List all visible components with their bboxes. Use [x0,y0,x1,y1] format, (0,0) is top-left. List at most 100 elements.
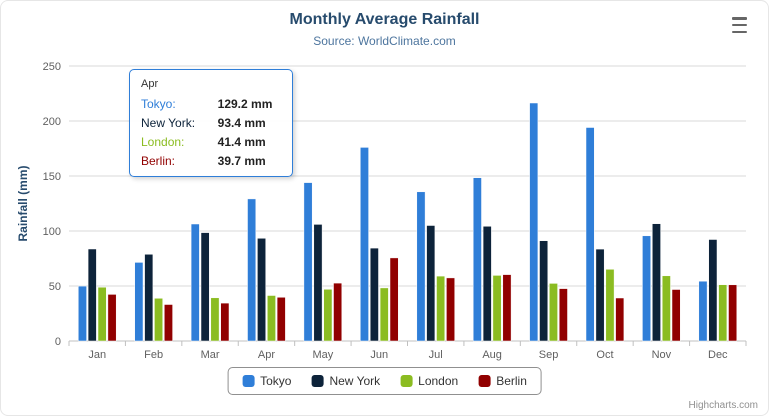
legend-swatch [242,375,255,387]
bar-tokyo-sep[interactable] [529,102,539,342]
legend-item-tokyo[interactable]: Tokyo [242,374,291,388]
bar-new-york-nov[interactable] [652,223,661,342]
bar-tokyo-apr[interactable] [247,198,257,342]
bar-berlin-mar[interactable] [220,302,230,342]
x-axis-label: May [312,349,333,361]
tooltip-rows: Tokyo: 129.2 mm New York: 93.4 mm London: 41.… [141,97,281,168]
tooltip-category: Apr [141,78,159,90]
legend-swatch [478,375,491,387]
bar-tokyo-jan[interactable] [78,285,87,342]
bar-new-york-jun[interactable] [369,247,379,342]
hamburger-menu-icon[interactable] [730,15,754,35]
bar-new-york-may[interactable] [313,224,323,342]
bar-london-apr[interactable] [267,295,276,342]
legend-swatch [311,375,324,387]
legend-item-london[interactable]: London [400,374,458,388]
bar-london-feb[interactable] [154,298,163,342]
bar-tokyo-jul[interactable] [416,191,426,342]
x-axis-label: Feb [144,349,163,361]
tooltip-series-label: London: [141,135,185,149]
bar-berlin-nov[interactable] [671,289,681,342]
tooltip-series-value: 129.2 mm [217,97,273,111]
x-axis-label: Dec [708,349,728,361]
tooltip-series-value: 39.7 mm [217,154,266,168]
chart-title: Monthly Average Rainfall [289,11,480,28]
bar-london-dec[interactable] [718,284,728,342]
x-axis-label: Apr [258,349,275,361]
tooltip-series-label: Tokyo: [141,97,176,111]
bar-tokyo-feb[interactable] [134,262,144,342]
bar-berlin-sep[interactable] [558,288,568,342]
bar-new-york-mar[interactable] [200,232,210,342]
x-axis-label: Nov [652,349,672,361]
bar-tokyo-dec[interactable] [698,280,708,342]
bar-london-jan[interactable] [97,286,107,342]
tooltip-series-label: New York: [141,116,196,130]
chart-subtitle: Source: WorldClimate.com [313,34,456,48]
bar-berlin-jun[interactable] [389,257,399,342]
x-axis-label: Jan [88,349,106,361]
bar-tokyo-nov[interactable] [642,235,651,342]
bar-london-jul[interactable] [436,275,446,342]
bar-new-york-oct[interactable] [595,248,605,342]
bar-berlin-may[interactable] [333,282,343,342]
y-axis-tick-label: 200 [43,116,61,128]
bar-new-york-jul[interactable] [426,225,436,342]
bar-new-york-dec[interactable] [708,239,718,342]
legend-label: Berlin [496,374,527,388]
y-axis-title: Rainfall (mm) [16,165,30,241]
y-axis-tick-label: 0 [55,336,61,348]
x-axis-label: Sep [539,349,559,361]
bar-london-mar[interactable] [210,297,220,342]
bar-berlin-jan[interactable] [107,294,117,342]
bar-berlin-jul[interactable] [446,277,455,342]
legend: Tokyo New York London Berlin [227,367,542,395]
tooltip-series-value: 41.4 mm [217,135,266,149]
bar-new-york-aug[interactable] [482,226,492,342]
menu-line [732,23,747,27]
bar-tokyo-aug[interactable] [472,177,482,342]
bar-new-york-feb[interactable] [144,254,154,342]
menu-line [732,17,747,20]
tooltip: Apr Tokyo: 129.2 mm New York: 93.4 mm London… [129,69,293,177]
bar-tokyo-jun[interactable] [360,147,369,342]
y-axis-tick-label: 100 [43,226,61,238]
legend-swatch [400,375,413,387]
y-axis-tick-label: 250 [43,61,61,73]
y-axis-tick-label: 50 [49,281,61,293]
bar-london-may[interactable] [323,289,333,342]
x-axis-label: Aug [482,349,502,361]
bar-london-aug[interactable] [492,275,502,342]
bar-berlin-feb[interactable] [164,304,173,342]
bar-berlin-dec[interactable] [728,284,738,342]
legend-label: Tokyo [260,374,292,388]
bar-tokyo-may[interactable] [303,182,313,342]
bar-berlin-apr[interactable] [276,297,286,342]
x-axis-label: Jul [429,349,443,361]
bar-tokyo-mar[interactable] [190,223,200,342]
bar-london-oct[interactable] [605,269,615,342]
legend-item-new-york[interactable]: New York [311,374,380,388]
x-axis-label: Jun [370,349,388,361]
legend-item-berlin[interactable]: Berlin [478,374,527,388]
bar-berlin-aug[interactable] [502,274,512,342]
legend-label: New York [329,374,381,388]
credits-link[interactable]: Highcharts.com [688,400,758,411]
bar-london-jun[interactable] [379,287,389,342]
bar-london-nov[interactable] [661,275,671,342]
menu-line [732,30,747,33]
x-axis-label: Oct [596,349,613,361]
bar-berlin-oct[interactable] [615,297,625,342]
bar-london-sep[interactable] [549,283,558,342]
bar-tokyo-oct[interactable] [585,127,595,342]
bar-new-york-apr[interactable] [257,238,266,342]
bar-new-york-sep[interactable] [539,240,549,342]
legend-label: London [418,374,459,388]
tooltip-series-label: Berlin: [141,154,176,168]
bar-new-york-jan[interactable] [87,248,97,342]
x-axis-label: Mar [201,349,220,361]
y-axis-tick-label: 150 [43,171,61,183]
tooltip-series-value: 93.4 mm [217,116,266,130]
